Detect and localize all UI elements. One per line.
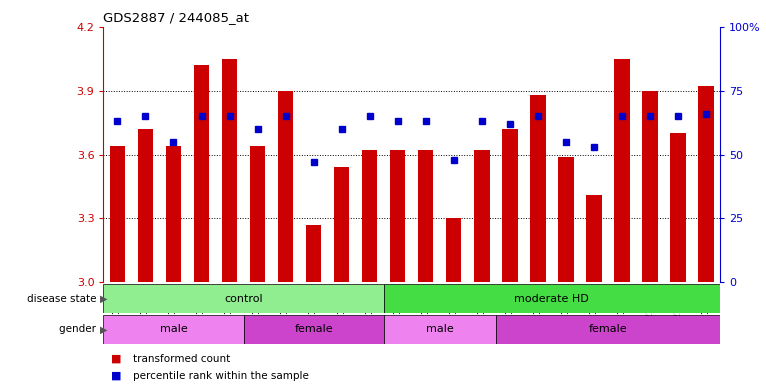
Bar [278,91,293,282]
Bar [103,284,384,313]
Bar [110,146,125,282]
Bar [384,315,496,344]
Bar [496,315,720,344]
Bar [502,129,518,282]
Bar [334,167,349,282]
Bar [446,218,461,282]
Bar [558,157,574,282]
Bar [222,59,237,282]
Bar [530,95,545,282]
Bar [138,129,153,282]
Bar [474,150,489,282]
Text: disease state: disease state [27,293,100,304]
Bar [194,65,209,282]
Text: GDS2887 / 244085_at: GDS2887 / 244085_at [103,11,250,24]
Text: ▶: ▶ [100,324,107,334]
Text: female: female [588,324,627,334]
Bar [244,315,384,344]
Bar [165,146,182,282]
Bar [362,150,378,282]
Text: ■: ■ [111,371,122,381]
Bar [614,59,630,282]
Text: moderate HD: moderate HD [515,293,589,304]
Text: female: female [294,324,333,334]
Text: ▶: ▶ [100,293,107,304]
Bar [642,91,658,282]
Text: percentile rank within the sample: percentile rank within the sample [133,371,309,381]
Bar [699,86,714,282]
Bar [418,150,434,282]
Text: male: male [426,324,453,334]
Text: transformed count: transformed count [133,354,230,364]
Text: control: control [224,293,263,304]
Bar [586,195,601,282]
Bar [103,315,244,344]
Text: ■: ■ [111,354,122,364]
Bar [250,146,265,282]
Text: gender: gender [59,324,100,334]
Bar [384,284,720,313]
Bar [306,225,321,282]
Bar [670,133,686,282]
Text: male: male [159,324,188,334]
Bar [390,150,405,282]
